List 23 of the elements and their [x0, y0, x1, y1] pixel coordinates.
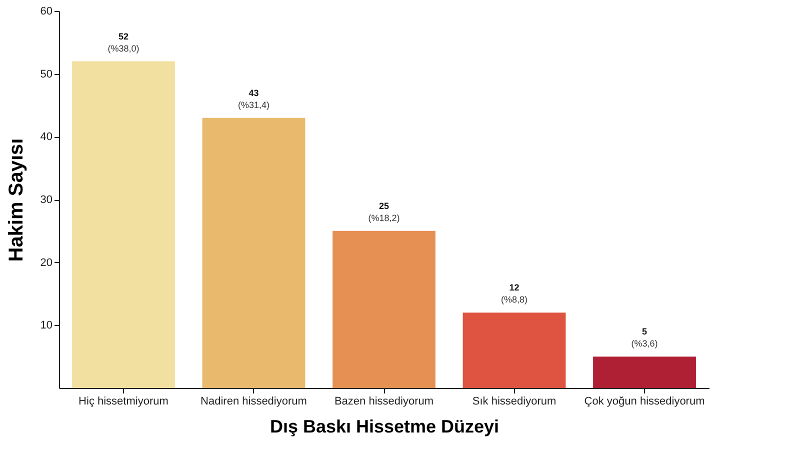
y-tick-label: 40 [40, 131, 52, 144]
x-tick-label: Sık hissediyorum [472, 396, 556, 408]
bar [332, 230, 436, 388]
text: 52 (%38,0) [108, 31, 140, 54]
bar [462, 312, 566, 388]
y-tick-label: 30 [40, 194, 52, 206]
y-tick-label: 10 [40, 320, 52, 332]
bar [72, 61, 175, 388]
text: 12 (%8,8) [501, 282, 528, 305]
y-tick-label: 50 [40, 68, 52, 80]
x-tick-label: Nadiren hissediyorum [200, 396, 307, 408]
text: 5 (%3,6) [631, 326, 658, 349]
text: 25 (%18,2) [368, 200, 400, 223]
bar [593, 356, 696, 388]
y-axis-title: Hakim Sayısı [5, 138, 28, 262]
text: 43 (%31,4) [238, 88, 270, 110]
x-axis-title: Dış Baskı Hissetme Düzeyi [270, 416, 500, 436]
x-tick-label: Bazen hissediyorum [334, 396, 434, 408]
y-tick-label: 60 [40, 6, 52, 18]
bar [202, 118, 306, 388]
y-tick-label: 20 [40, 256, 52, 269]
x-tick-label: Çok yoğun hissediyorum [584, 396, 705, 408]
x-tick-label: Hiç hissetmiyorum [78, 396, 168, 408]
